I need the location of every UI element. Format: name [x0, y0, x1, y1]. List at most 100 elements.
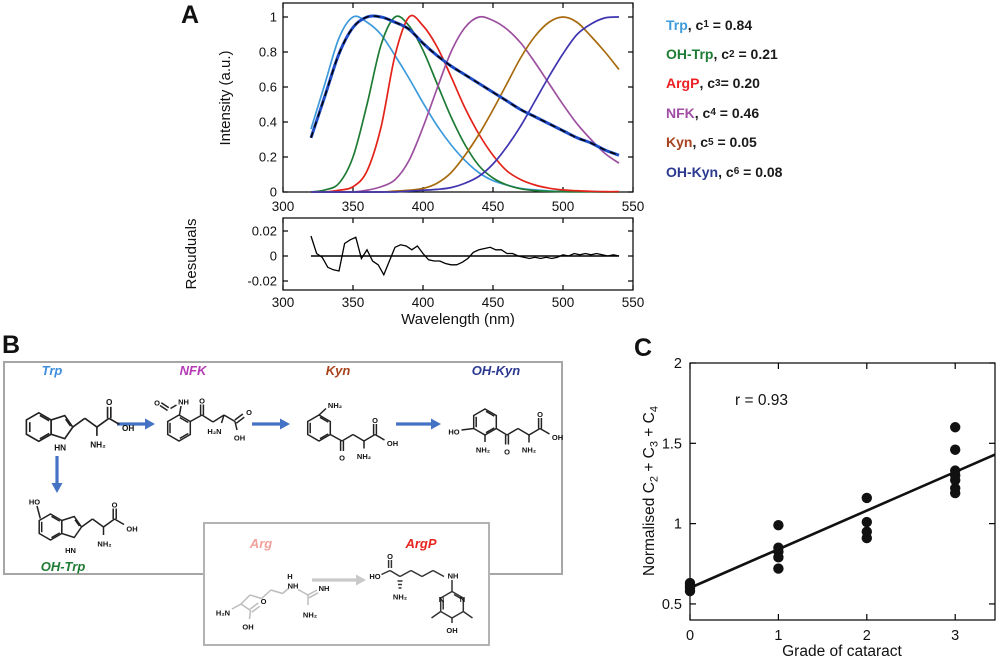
tick-label: 0.5 [662, 597, 682, 613]
bond [234, 413, 244, 421]
bond [251, 605, 261, 613]
data-point [773, 520, 784, 531]
atom-label: NH₂ [90, 440, 106, 449]
tick-label: 0 [686, 628, 694, 644]
bond [270, 589, 283, 595]
bond [421, 569, 434, 578]
bond [297, 588, 309, 596]
atom-label: O [246, 408, 252, 417]
arg-inset-box [203, 522, 490, 646]
ring [166, 414, 192, 442]
atom-label: NH₂ [393, 593, 407, 602]
legend-coef-subscript: 4 [710, 107, 716, 119]
tick-label: 400 [412, 199, 435, 214]
legend-species-name: OH-Trp [666, 46, 714, 63]
tick-label: 2 [863, 628, 871, 644]
bond [363, 433, 376, 442]
atom-label: NH₂ [97, 540, 111, 549]
atom-label: O [106, 398, 113, 407]
bond [495, 427, 508, 436]
legend-coef-value: = 0.46 [715, 104, 760, 121]
ring [472, 408, 498, 436]
tick-label: 0 [270, 185, 277, 200]
data-point [861, 492, 872, 504]
atom-label: O [199, 397, 205, 406]
atom-label: OH [446, 626, 457, 635]
legend-coef-subscript: 2 [729, 48, 735, 60]
molecule-label-ohkyn: OH-Kyn [471, 363, 521, 378]
atom-label: O [372, 416, 378, 425]
bond [389, 569, 401, 578]
bond [399, 569, 412, 578]
bond [517, 427, 530, 436]
tick-label: 450 [482, 295, 505, 310]
pathway-arrowhead [51, 483, 63, 493]
molecule-label-arg: Arg [249, 536, 273, 551]
molecule-label-ohtrp: OH-Trp [40, 559, 86, 574]
atom-label: NH [319, 584, 330, 593]
residuals-ylabel: Resuduals [183, 219, 200, 290]
bond [235, 416, 245, 424]
molecule-nfk: O NH O H₂N O OH [154, 397, 252, 443]
atom-label: NH₂ [357, 452, 371, 461]
bond [160, 402, 170, 409]
bond [201, 414, 214, 423]
bond [103, 518, 115, 528]
spectra-ylabel: Intensity (a.u.) [217, 50, 234, 145]
legend-coef-prefix: , c [694, 104, 711, 121]
curve-Kyn [310, 16, 620, 193]
curve-NFK [310, 15, 620, 193]
tick-label: 1 [774, 628, 782, 644]
bond [51, 532, 61, 539]
data-point [950, 444, 961, 455]
bond [212, 414, 225, 423]
bond [170, 404, 177, 410]
data-point [861, 526, 872, 537]
ring [306, 414, 332, 442]
atom-label: NH [178, 398, 189, 407]
atom-label: H₂N [207, 427, 221, 436]
bond [352, 433, 365, 442]
curve-fit-dashed [310, 15, 620, 156]
bond [431, 610, 442, 619]
ring [50, 414, 74, 440]
atom-label: OH [242, 623, 253, 631]
tick-label: 400 [412, 295, 435, 310]
tick-label: 300 [272, 199, 295, 214]
tick-label: 350 [342, 295, 365, 310]
curve-measured-with-fit [309, 14, 620, 157]
atom-label: N [439, 595, 444, 604]
legend-coef-value: = 0.84 [708, 16, 753, 33]
legend-coef-value: = 0.21 [734, 46, 778, 63]
tick-label: 1 [270, 10, 277, 25]
atom-label: O [112, 501, 118, 510]
panel-b-label: B [2, 331, 21, 359]
bond [51, 515, 61, 522]
bond [282, 587, 290, 595]
tick-label: 0.8 [259, 45, 277, 60]
bond [81, 518, 93, 528]
atom-label: OH [126, 525, 137, 534]
atom-label: HN [54, 444, 66, 453]
atom-label: H [287, 572, 292, 581]
panel-a-label: A [181, 1, 200, 29]
spectra-and-residuals-plot: 0 0.2 0.4 0.6 0.8 1 300 350 400 450 500 550 Intensit… [183, 2, 644, 328]
molecule-label-trp: Trp [41, 363, 63, 378]
ring [38, 513, 63, 541]
bond [506, 427, 519, 436]
pathway-canvas [3, 361, 563, 646]
bond [374, 433, 385, 441]
pathway-diagram: HN O OH NH₂ Trp O NH O H₂N O OH NFK NH₂ O NH₂ O OH Kyn HO N… [0, 330, 600, 657]
curve-OH-Kyn [310, 16, 620, 193]
bond [223, 414, 236, 423]
correlation-annotation: r = 0.93 [735, 392, 788, 409]
regression-line [689, 453, 996, 590]
atom-label: H₂N [216, 609, 230, 618]
molecule-label-nfk: NFK [179, 363, 207, 378]
atom-label: NH₂ [303, 611, 317, 620]
atom-label: HN [65, 546, 76, 555]
tick-label: 0 [270, 249, 277, 264]
